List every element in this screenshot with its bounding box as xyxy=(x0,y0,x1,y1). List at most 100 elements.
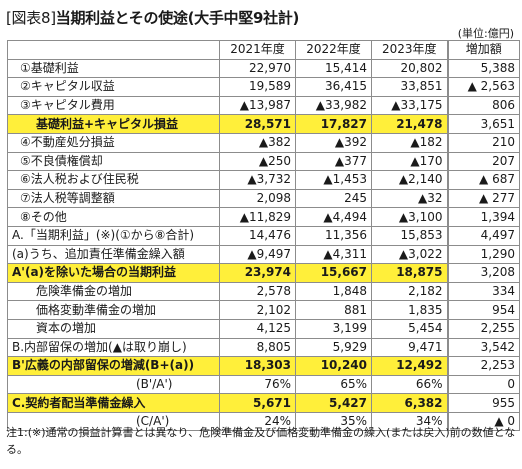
cell-2023: 6,382 xyxy=(371,393,448,413)
table-row: ③キャピタル費用 ▲13,987 ▲33,982 ▲33,175 806 xyxy=(7,95,520,116)
cell-increase: 207 xyxy=(446,151,520,172)
cell-2021: 4,125 xyxy=(219,318,296,339)
table-row: (a)うち、追加責任準備金繰入額 ▲9,497 ▲4,311 ▲3,022 1,290 xyxy=(7,244,520,265)
cell-2021: 23,974 xyxy=(219,263,296,283)
cell-increase: 1,394 xyxy=(446,207,520,227)
row-label: B.内部留保の増加(▲は取り崩し) xyxy=(7,337,220,358)
cell-2022: 11,356 xyxy=(295,225,372,246)
table-row: ①基礎利益 22,970 15,414 20,802 5,388 xyxy=(7,58,520,79)
row-label: ②キャピタル収益 xyxy=(7,77,220,97)
cell-2023: ▲33,175 xyxy=(371,95,448,116)
cell-2023: ▲32 xyxy=(371,188,448,209)
title-row: [図表8]当期利益とその使途(大手中堅9社計) (単位:億円) xyxy=(6,5,518,40)
row-label: C.契約者配当準備金繰入 xyxy=(7,393,220,413)
row-label: 基礎利益+キャピタル損益 xyxy=(7,114,220,134)
cell-2022: ▲4,494 xyxy=(295,207,372,227)
table-header-row: 2021年度 2022年度 2023年度 増加額 xyxy=(7,40,520,60)
cell-2023: 34% xyxy=(371,411,448,432)
cell-increase: 806 xyxy=(446,95,520,116)
cell-increase: 3,208 xyxy=(446,263,520,283)
cell-2022: ▲33,982 xyxy=(295,95,372,116)
cell-2021: 2,102 xyxy=(219,300,296,320)
cell-increase: 954 xyxy=(446,300,520,320)
cell-2023: 15,853 xyxy=(371,225,448,246)
table-row: C.契約者配当準備金繰入 5,671 5,427 6,382 955 xyxy=(7,393,520,413)
row-label: (C/A') xyxy=(7,411,220,432)
row-label: (B'/A') xyxy=(7,374,220,395)
cell-2023: 66% xyxy=(371,374,448,395)
table-row: 危険準備金の増加 2,578 1,848 2,182 334 xyxy=(7,281,520,302)
cell-increase: 210 xyxy=(446,132,520,153)
cell-2023: 33,851 xyxy=(371,77,448,97)
header-2023: 2023年度 xyxy=(371,40,448,60)
row-label: 価格変動準備金の増加 xyxy=(7,300,220,320)
header-2021: 2021年度 xyxy=(219,40,296,60)
cell-increase: 2,255 xyxy=(446,318,520,339)
cell-2023: 5,454 xyxy=(371,318,448,339)
cell-2023: ▲182 xyxy=(371,132,448,153)
cell-2021: ▲3,732 xyxy=(219,170,296,190)
cell-2021: ▲13,987 xyxy=(219,95,296,116)
cell-2021: 18,303 xyxy=(219,356,296,376)
cell-2022: 15,414 xyxy=(295,58,372,79)
table-row: ⑤不良債権償却 ▲250 ▲377 ▲170 207 xyxy=(7,151,520,172)
cell-2022: 5,929 xyxy=(295,337,372,358)
cell-2023: ▲3,100 xyxy=(371,207,448,227)
cell-2022: 65% xyxy=(295,374,372,395)
header-2022: 2022年度 xyxy=(295,40,372,60)
figure-title: [図表8]当期利益とその使途(大手中堅9社計) xyxy=(6,7,299,28)
header-increase: 増加額 xyxy=(446,40,520,60)
table-row: A.「当期利益」(※)(①から⑧合計) 14,476 11,356 15,853 4,4… xyxy=(7,225,520,246)
table-row: A'(a)を除いた場合の当期利益 23,974 15,667 18,875 3,208 xyxy=(7,263,520,283)
table-row: ④不動産処分損益 ▲382 ▲392 ▲182 210 xyxy=(7,132,520,153)
cell-2023: 20,802 xyxy=(371,58,448,79)
table-row: 資本の増加 4,125 3,199 5,454 2,255 xyxy=(7,318,520,339)
cell-2021: 8,805 xyxy=(219,337,296,358)
cell-increase: 1,290 xyxy=(446,244,520,265)
cell-2022: 3,199 xyxy=(295,318,372,339)
cell-2021: 22,970 xyxy=(219,58,296,79)
cell-increase: ▲ 2,563 xyxy=(446,77,520,97)
cell-2022: 1,848 xyxy=(295,281,372,302)
cell-increase: 334 xyxy=(446,281,520,302)
row-label: ③キャピタル費用 xyxy=(7,95,220,116)
cell-2022: 10,240 xyxy=(295,356,372,376)
table-row: (B'/A') 76% 65% 66% 0 xyxy=(7,374,520,395)
table-row: B'広義の内部留保の増減(B+(a)) 18,303 10,240 12,492 2,2… xyxy=(7,356,520,376)
cell-increase: 2,253 xyxy=(446,356,520,376)
cell-increase: 955 xyxy=(446,393,520,413)
cell-2022: 15,667 xyxy=(295,263,372,283)
row-label: ④不動産処分損益 xyxy=(7,132,220,153)
table-row: (C/A') 24% 35% 34% ▲ 0 xyxy=(7,411,520,432)
row-label: ⑥法人税および住民税 xyxy=(7,170,220,190)
figure-title-text: 当期利益とその使途(大手中堅9社計) xyxy=(55,9,300,27)
cell-2021: 14,476 xyxy=(219,225,296,246)
cell-2022: 36,415 xyxy=(295,77,372,97)
table-row: ⑦法人税等調整額 2,098 245 ▲32 ▲ 277 xyxy=(7,188,520,209)
cell-2022: ▲4,311 xyxy=(295,244,372,265)
table-row: 基礎利益+キャピタル損益 28,571 17,827 21,478 3,651 xyxy=(7,114,520,134)
row-label: 危険準備金の増加 xyxy=(7,281,220,302)
table-row: ②キャピタル収益 19,589 36,415 33,851 ▲ 2,563 xyxy=(7,77,520,97)
table-body: ①基礎利益 22,970 15,414 20,802 5,388 ②キャピタル収益 19,5… xyxy=(7,58,520,432)
cell-2023: 21,478 xyxy=(371,114,448,134)
cell-2021: ▲9,497 xyxy=(219,244,296,265)
cell-increase: 4,497 xyxy=(446,225,520,246)
header-label xyxy=(7,40,220,60)
cell-2021: 2,578 xyxy=(219,281,296,302)
profit-usage-table: 2021年度 2022年度 2023年度 増加額 ①基礎利益 22,970 15,4… xyxy=(7,40,520,432)
cell-2023: ▲2,140 xyxy=(371,170,448,190)
cell-2021: ▲11,829 xyxy=(219,207,296,227)
cell-2021: ▲250 xyxy=(219,151,296,172)
cell-2023: 12,492 xyxy=(371,356,448,376)
table-row: ⑥法人税および住民税 ▲3,732 ▲1,453 ▲2,140 ▲ 687 xyxy=(7,170,520,190)
cell-increase: 3,542 xyxy=(446,337,520,358)
cell-2021: 28,571 xyxy=(219,114,296,134)
cell-2022: ▲392 xyxy=(295,132,372,153)
cell-increase: 0 xyxy=(446,374,520,395)
cell-2021: 76% xyxy=(219,374,296,395)
cell-increase: 3,651 xyxy=(446,114,520,134)
cell-2022: ▲1,453 xyxy=(295,170,372,190)
cell-2023: ▲170 xyxy=(371,151,448,172)
cell-increase: ▲ 277 xyxy=(446,188,520,209)
